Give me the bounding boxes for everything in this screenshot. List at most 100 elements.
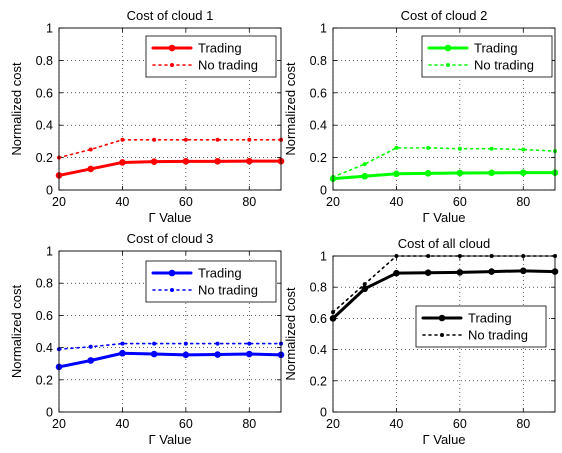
legend-label: Trading [198,41,242,56]
y-tick-label: 0.4 [310,343,327,357]
legend-label: No trading [474,58,534,73]
data-point [362,162,367,167]
x-tick-label: 60 [453,195,467,209]
legend-label: No trading [468,328,528,343]
data-point [152,137,157,142]
data-point [247,341,252,346]
y-tick-label: 0.6 [36,86,53,100]
data-point [245,157,253,165]
data-point [245,350,253,358]
series-line-no-trading [332,147,556,178]
y-tick-label: 0.6 [310,86,327,100]
data-point [424,269,432,276]
x-tick-label: 20 [326,195,340,209]
data-point [488,169,495,177]
y-tick-label: 0 [46,184,53,198]
data-point [394,145,399,150]
data-point [87,165,95,173]
legend-box [415,305,547,348]
series-line-no-trading [58,138,282,159]
legend-swatch-marker [446,63,450,67]
data-point [424,170,432,177]
data-point [120,137,125,142]
legend-swatch-marker [170,63,174,67]
data-point [362,282,367,287]
x-tick-label: 80 [242,195,256,209]
legend-swatch-marker [170,288,174,292]
y-tick-label: 1 [320,250,327,264]
x-tick-label: 40 [115,195,129,209]
y-tick-label: 1 [46,245,53,259]
series-line-trading [57,159,283,177]
data-point [519,169,527,176]
x-axis-label: Γ Value [422,432,465,447]
legend-label: No trading [198,58,258,73]
series-line-trading [331,171,557,181]
data-point [214,158,221,165]
data-point [215,341,220,346]
legend-swatch-marker [440,333,444,337]
x-tick-label: 80 [242,417,256,431]
axes-frame [58,250,282,413]
data-point [119,159,126,166]
chart-title: Cost of cloud 2 [401,8,488,23]
chart-panel-1: 20 40 60 80 0 0.2 0.4 0.6 0.8 1 Cost of cloud 1 Γ V… [9,8,285,225]
data-point [88,147,93,152]
y-tick-label: 0.8 [310,281,327,295]
chart-title: Cost of cloud 1 [127,8,214,23]
legend: Trading No trading [145,35,277,78]
chart-title: Cost of all cloud [398,236,491,251]
y-axis-label: Normalized cost [9,285,24,379]
x-tick-label: 80 [516,195,530,209]
data-point [489,146,494,151]
data-point [87,357,95,364]
y-tick-label: 0.2 [36,373,53,387]
x-tick-label: 20 [52,195,66,209]
legend-swatch-marker [438,314,446,322]
data-point [426,145,431,150]
data-point [456,269,464,276]
y-tick-label: 0.8 [310,54,327,68]
data-point [88,344,93,349]
axes-frame [58,27,282,191]
x-tick-label: 20 [52,417,66,431]
legend-box [421,35,553,78]
chart-title: Cost of cloud 3 [127,231,214,246]
data-point [120,341,125,346]
data-point [393,269,400,277]
x-tick-label: 60 [179,195,193,209]
y-axis-label: Normalized cost [283,62,298,156]
y-tick-label: 0.8 [36,54,53,68]
y-axis-label: Normalized cost [283,287,298,381]
y-tick-label: 0.8 [36,277,53,291]
data-point [182,158,190,165]
legend-box [145,35,277,78]
y-tick-label: 0.4 [310,119,327,133]
legend-label: No trading [198,283,258,298]
axes-frame [332,27,556,191]
y-tick-label: 0.6 [36,309,53,323]
legend-box [145,260,277,303]
data-point [183,137,188,142]
data-point [393,170,400,178]
x-axis-label: Γ Value [148,432,191,447]
chart-panel-4: 20 40 60 80 0 0.2 0.4 0.6 0.8 1 Cost of all cloud Γ… [283,236,559,447]
x-axis-label: Γ Value [148,210,191,225]
legend-label: Trading [198,266,242,281]
data-point [488,268,495,275]
data-point [361,285,369,293]
legend-swatch-marker [168,44,176,52]
y-tick-label: 0.2 [310,151,327,165]
y-tick-label: 0.4 [36,341,53,355]
series-line-trading [331,269,557,320]
legend-swatch-marker [444,44,452,52]
y-tick-label: 0.2 [310,374,327,388]
data-point [215,137,220,142]
y-tick-label: 1 [46,22,53,36]
x-tick-label: 20 [326,417,340,431]
y-axis-label: Normalized cost [9,62,24,156]
legend-label: Trading [468,311,512,326]
chart-panel-2: 20 40 60 80 0 0.2 0.4 0.6 0.8 1 Cost of cloud 2 Γ V… [283,8,559,225]
data-point [119,349,126,357]
